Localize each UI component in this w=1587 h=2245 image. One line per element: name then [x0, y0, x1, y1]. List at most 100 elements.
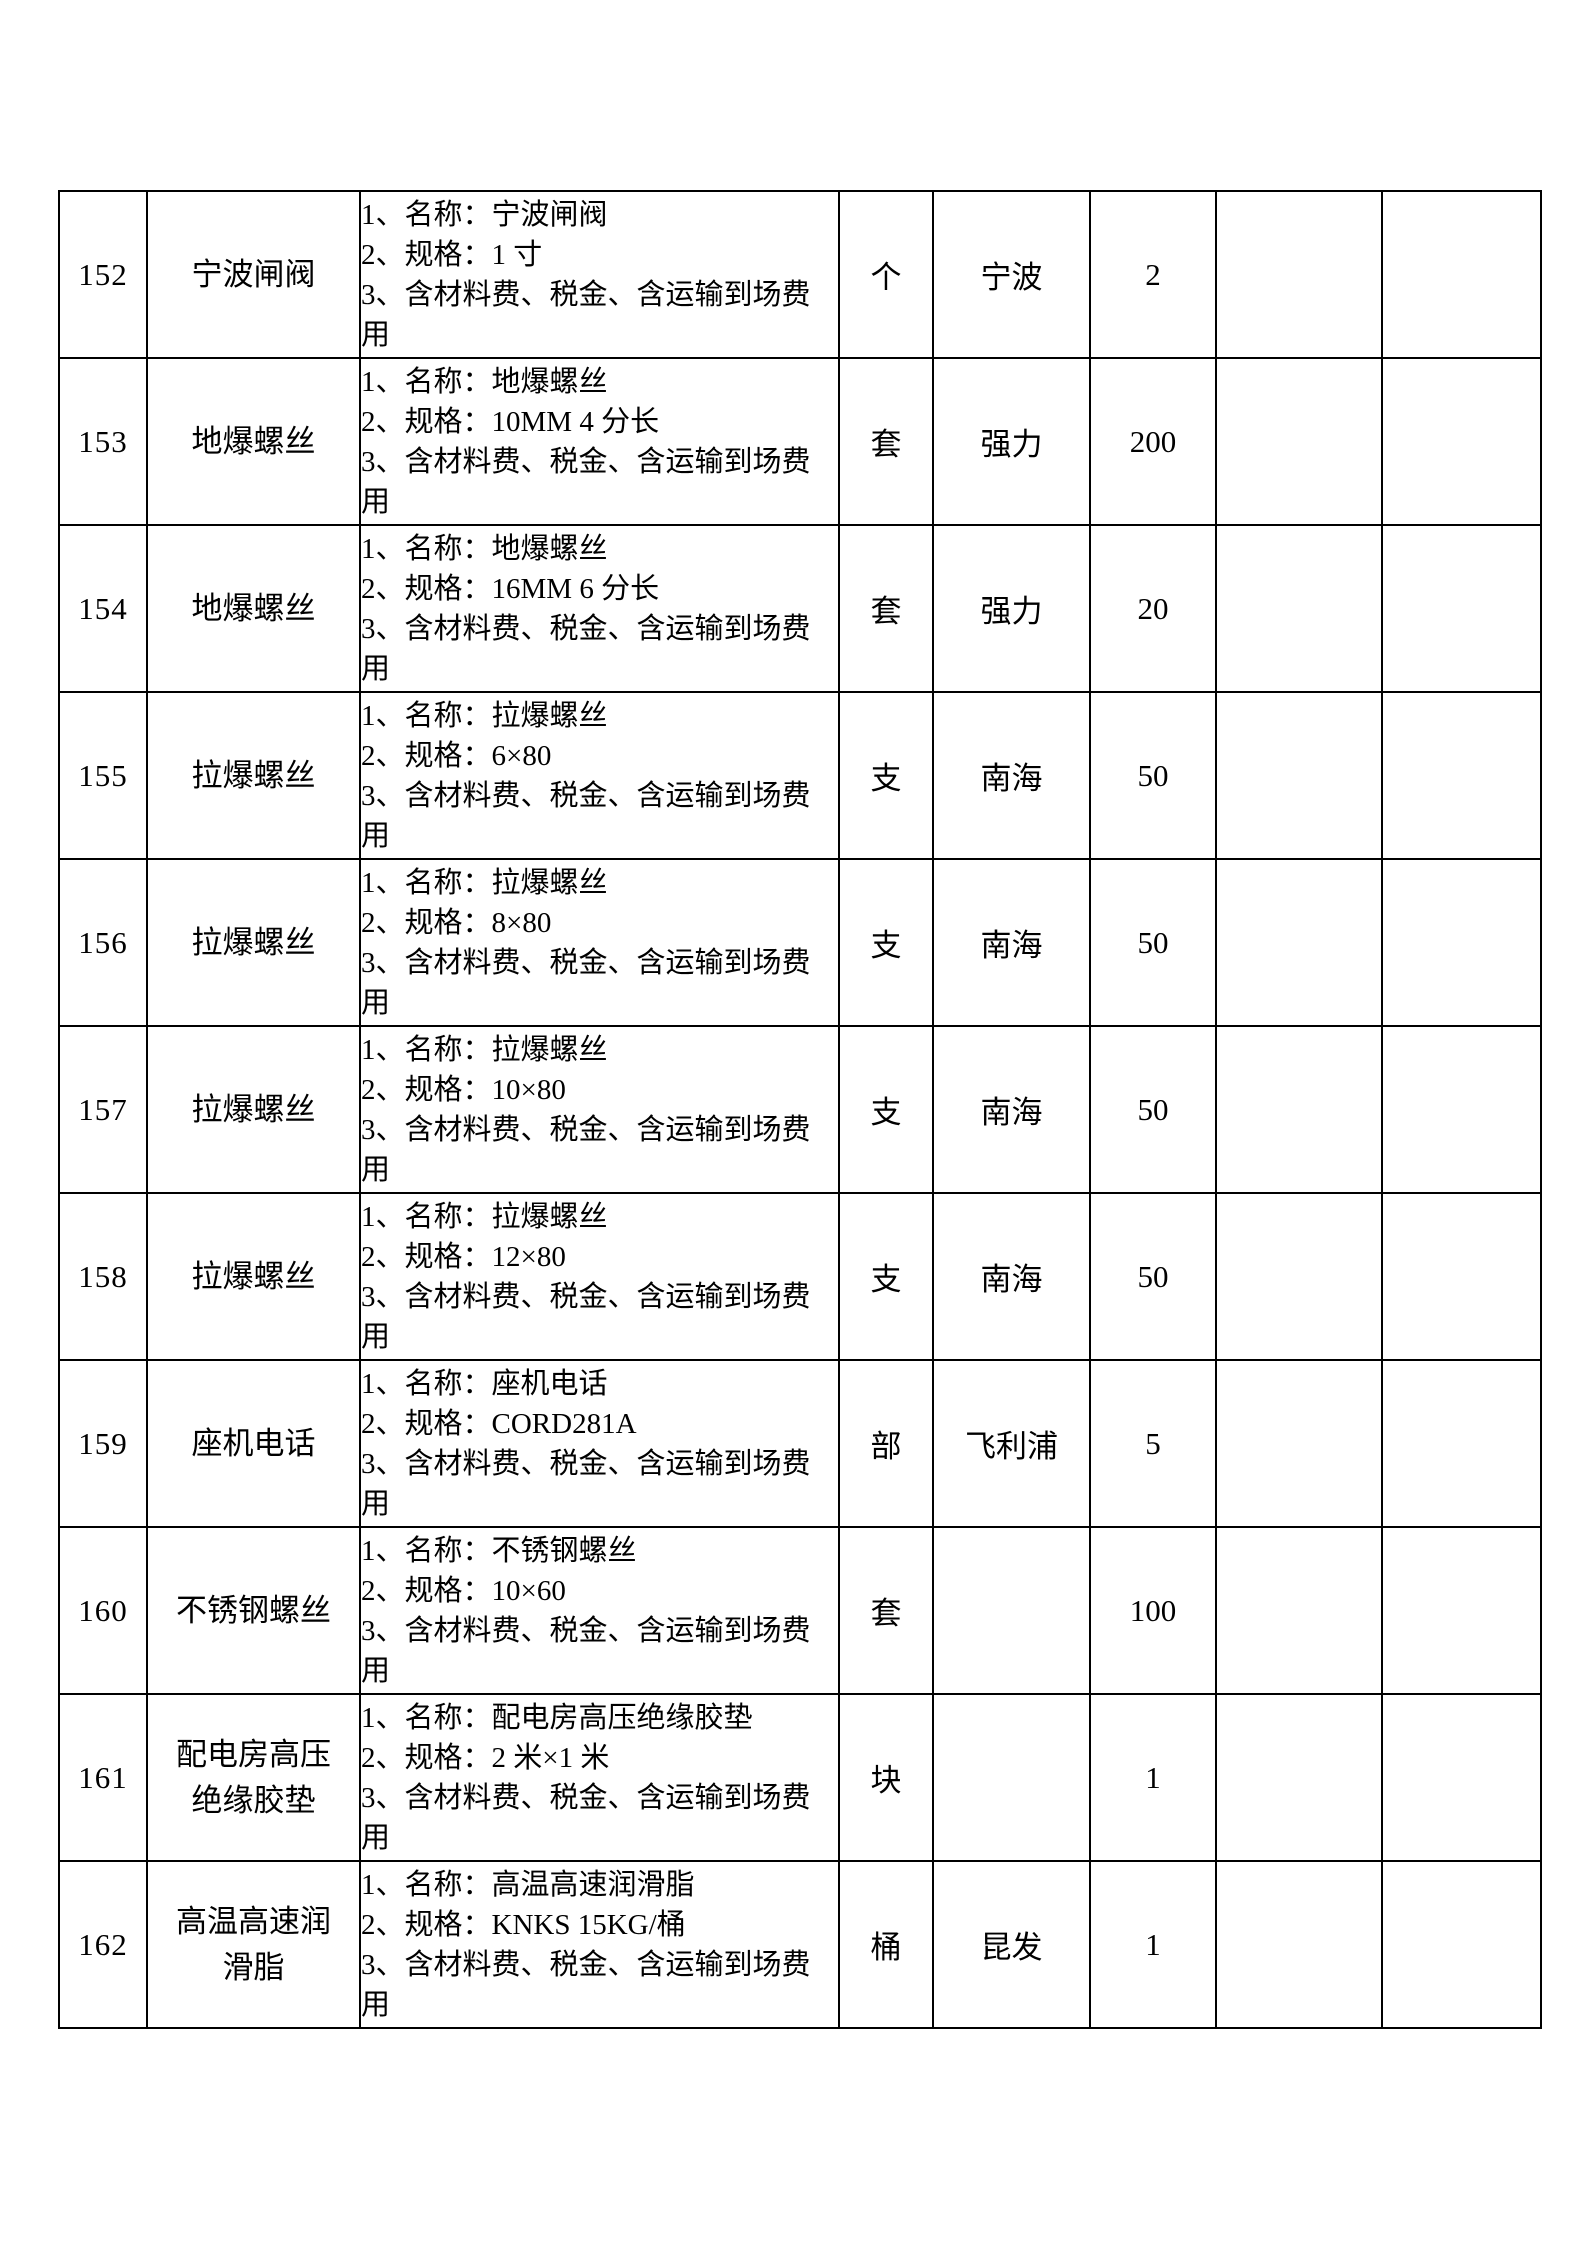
- empty-cell-1: [1215, 858, 1383, 1027]
- item-description-cell: 1、名称：拉爆螺丝 2、规格：10×80 3、含材料费、税金、含运输到场费 用: [359, 1025, 840, 1194]
- item-description-cell: 1、名称：地爆螺丝 2、规格：16MM 6 分长 3、含材料费、税金、含运输到场…: [359, 524, 840, 693]
- empty-cell-1: [1215, 691, 1383, 860]
- row-number-cell: 161: [58, 1693, 148, 1862]
- empty-cell-2: [1381, 190, 1542, 359]
- item-name-cell: 宁波闸阀: [146, 190, 361, 359]
- table-row: 162 高温高速润 滑脂 1、名称：高温高速润滑脂 2、规格：KNKS 15KG…: [58, 1860, 1542, 2029]
- item-brand-cell: [932, 1693, 1091, 1862]
- empty-cell-2: [1381, 1860, 1542, 2029]
- item-quantity-cell: 20: [1089, 524, 1217, 693]
- empty-cell-2: [1381, 1025, 1542, 1194]
- item-quantity-cell: 50: [1089, 1025, 1217, 1194]
- item-brand-cell: 昆发: [932, 1860, 1091, 2029]
- item-brand-cell: 飞利浦: [932, 1359, 1091, 1528]
- item-unit-cell: 块: [838, 1693, 934, 1862]
- item-name-cell: 不锈钢螺丝: [146, 1526, 361, 1695]
- item-quantity-cell: 200: [1089, 357, 1217, 526]
- item-description-cell: 1、名称：宁波闸阀 2、规格：1 寸 3、含材料费、税金、含运输到场费 用: [359, 190, 840, 359]
- table-row: 160 不锈钢螺丝 1、名称：不锈钢螺丝 2、规格：10×60 3、含材料费、税…: [58, 1526, 1542, 1695]
- item-name-cell: 拉爆螺丝: [146, 691, 361, 860]
- item-unit-cell: 支: [838, 1025, 934, 1194]
- item-unit-cell: 支: [838, 1192, 934, 1361]
- item-unit-cell: 支: [838, 858, 934, 1027]
- item-quantity-cell: 1: [1089, 1693, 1217, 1862]
- item-brand-cell: 南海: [932, 1025, 1091, 1194]
- table-row: 156 拉爆螺丝 1、名称：拉爆螺丝 2、规格：8×80 3、含材料费、税金、含…: [58, 858, 1542, 1027]
- row-number-cell: 159: [58, 1359, 148, 1528]
- row-number-cell: 155: [58, 691, 148, 860]
- row-number-cell: 157: [58, 1025, 148, 1194]
- empty-cell-2: [1381, 858, 1542, 1027]
- empty-cell-1: [1215, 190, 1383, 359]
- row-number-cell: 162: [58, 1860, 148, 2029]
- item-brand-cell: 宁波: [932, 190, 1091, 359]
- item-brand-cell: [932, 1526, 1091, 1695]
- item-brand-cell: 强力: [932, 357, 1091, 526]
- row-number-cell: 154: [58, 524, 148, 693]
- table-row: 161 配电房高压 绝缘胶垫 1、名称：配电房高压绝缘胶垫 2、规格：2 米×1…: [58, 1693, 1542, 1862]
- item-quantity-cell: 1: [1089, 1860, 1217, 2029]
- item-description-cell: 1、名称：拉爆螺丝 2、规格：8×80 3、含材料费、税金、含运输到场费 用: [359, 858, 840, 1027]
- item-description-cell: 1、名称：座机电话 2、规格：CORD281A 3、含材料费、税金、含运输到场费…: [359, 1359, 840, 1528]
- item-name-cell: 地爆螺丝: [146, 357, 361, 526]
- item-name-cell: 配电房高压 绝缘胶垫: [146, 1693, 361, 1862]
- empty-cell-2: [1381, 524, 1542, 693]
- empty-cell-2: [1381, 1693, 1542, 1862]
- empty-cell-1: [1215, 1526, 1383, 1695]
- row-number-cell: 158: [58, 1192, 148, 1361]
- item-unit-cell: 个: [838, 190, 934, 359]
- item-brand-cell: 南海: [932, 1192, 1091, 1361]
- empty-cell-1: [1215, 1359, 1383, 1528]
- procurement-table: 152 宁波闸阀 1、名称：宁波闸阀 2、规格：1 寸 3、含材料费、税金、含运…: [58, 190, 1542, 2029]
- item-unit-cell: 桶: [838, 1860, 934, 2029]
- table-row: 157 拉爆螺丝 1、名称：拉爆螺丝 2、规格：10×80 3、含材料费、税金、…: [58, 1025, 1542, 1194]
- item-description-cell: 1、名称：不锈钢螺丝 2、规格：10×60 3、含材料费、税金、含运输到场费 用: [359, 1526, 840, 1695]
- empty-cell-2: [1381, 1192, 1542, 1361]
- row-number-cell: 153: [58, 357, 148, 526]
- item-unit-cell: 套: [838, 357, 934, 526]
- empty-cell-2: [1381, 1526, 1542, 1695]
- item-quantity-cell: 50: [1089, 691, 1217, 860]
- row-number-cell: 152: [58, 190, 148, 359]
- item-description-cell: 1、名称：高温高速润滑脂 2、规格：KNKS 15KG/桶 3、含材料费、税金、…: [359, 1860, 840, 2029]
- item-description-cell: 1、名称：拉爆螺丝 2、规格：6×80 3、含材料费、税金、含运输到场费 用: [359, 691, 840, 860]
- item-description-cell: 1、名称：地爆螺丝 2、规格：10MM 4 分长 3、含材料费、税金、含运输到场…: [359, 357, 840, 526]
- item-name-cell: 拉爆螺丝: [146, 1192, 361, 1361]
- item-brand-cell: 南海: [932, 858, 1091, 1027]
- empty-cell-1: [1215, 1693, 1383, 1862]
- item-description-cell: 1、名称：拉爆螺丝 2、规格：12×80 3、含材料费、税金、含运输到场费 用: [359, 1192, 840, 1361]
- item-quantity-cell: 50: [1089, 858, 1217, 1027]
- table-row: 159 座机电话 1、名称：座机电话 2、规格：CORD281A 3、含材料费、…: [58, 1359, 1542, 1528]
- item-description-cell: 1、名称：配电房高压绝缘胶垫 2、规格：2 米×1 米 3、含材料费、税金、含运…: [359, 1693, 840, 1862]
- item-unit-cell: 套: [838, 524, 934, 693]
- item-unit-cell: 部: [838, 1359, 934, 1528]
- item-quantity-cell: 50: [1089, 1192, 1217, 1361]
- empty-cell-1: [1215, 1192, 1383, 1361]
- empty-cell-1: [1215, 524, 1383, 693]
- item-quantity-cell: 2: [1089, 190, 1217, 359]
- item-name-cell: 地爆螺丝: [146, 524, 361, 693]
- item-name-cell: 座机电话: [146, 1359, 361, 1528]
- table-row: 158 拉爆螺丝 1、名称：拉爆螺丝 2、规格：12×80 3、含材料费、税金、…: [58, 1192, 1542, 1361]
- item-quantity-cell: 100: [1089, 1526, 1217, 1695]
- empty-cell-2: [1381, 357, 1542, 526]
- item-name-cell: 拉爆螺丝: [146, 1025, 361, 1194]
- table-row: 155 拉爆螺丝 1、名称：拉爆螺丝 2、规格：6×80 3、含材料费、税金、含…: [58, 691, 1542, 860]
- table-row: 152 宁波闸阀 1、名称：宁波闸阀 2、规格：1 寸 3、含材料费、税金、含运…: [58, 190, 1542, 359]
- row-number-cell: 160: [58, 1526, 148, 1695]
- item-name-cell: 拉爆螺丝: [146, 858, 361, 1027]
- item-unit-cell: 套: [838, 1526, 934, 1695]
- empty-cell-1: [1215, 1860, 1383, 2029]
- item-unit-cell: 支: [838, 691, 934, 860]
- empty-cell-1: [1215, 1025, 1383, 1194]
- item-brand-cell: 强力: [932, 524, 1091, 693]
- item-brand-cell: 南海: [932, 691, 1091, 860]
- item-name-cell: 高温高速润 滑脂: [146, 1860, 361, 2029]
- table-row: 153 地爆螺丝 1、名称：地爆螺丝 2、规格：10MM 4 分长 3、含材料费…: [58, 357, 1542, 526]
- item-quantity-cell: 5: [1089, 1359, 1217, 1528]
- table-row: 154 地爆螺丝 1、名称：地爆螺丝 2、规格：16MM 6 分长 3、含材料费…: [58, 524, 1542, 693]
- empty-cell-1: [1215, 357, 1383, 526]
- empty-cell-2: [1381, 1359, 1542, 1528]
- row-number-cell: 156: [58, 858, 148, 1027]
